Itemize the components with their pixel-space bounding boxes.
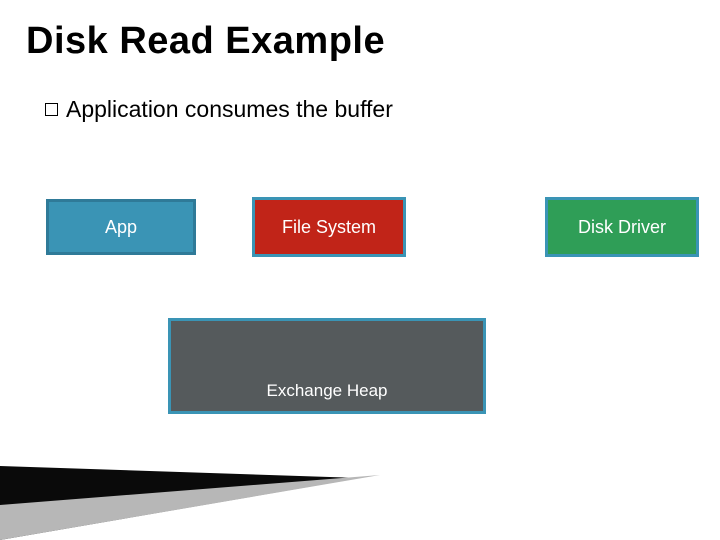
exchange-heap: Exchange Heap [168,318,486,414]
box-disk-driver-label: Disk Driver [578,217,666,238]
bullet-text: Application consumes the buffer [66,96,393,123]
bullet-line: Application consumes the buffer [45,96,393,123]
box-file-system-label: File System [282,217,376,238]
box-app: App [46,199,196,255]
exchange-heap-label: Exchange Heap [171,381,483,401]
box-app-label: App [105,217,137,238]
box-disk-driver: Disk Driver [548,200,696,254]
wedge-decoration-icon [0,450,400,540]
bullet-square-icon [45,103,58,116]
box-file-system: File System [255,200,403,254]
slide: Disk Read Example Application consumes t… [0,0,720,540]
slide-title: Disk Read Example [26,20,385,63]
